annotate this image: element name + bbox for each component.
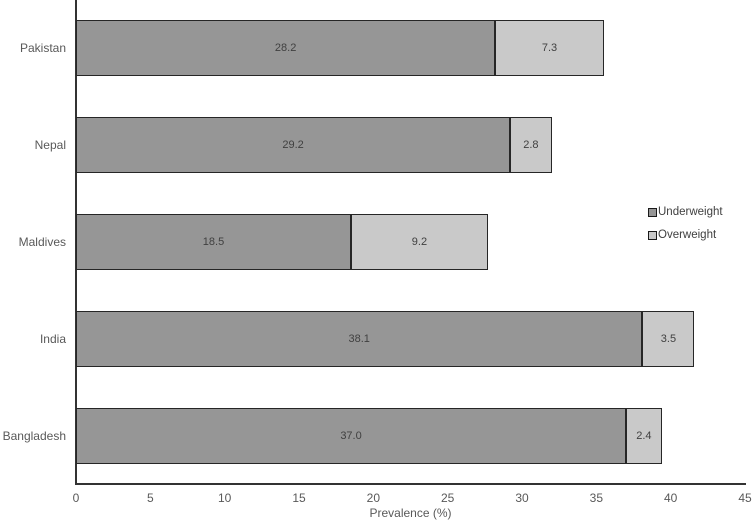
bar-segment-underweight: 18.5 bbox=[76, 214, 352, 270]
bar-segment-overweight: 3.5 bbox=[642, 311, 695, 367]
value-label: 18.5 bbox=[202, 236, 225, 248]
value-label: 7.3 bbox=[541, 42, 558, 54]
category-label: India bbox=[39, 331, 66, 346]
value-label: 3.5 bbox=[660, 333, 677, 345]
bar-segment-overweight: 9.2 bbox=[351, 214, 488, 270]
legend: Underweight Overweight bbox=[648, 206, 723, 252]
legend-entry-overweight: Overweight bbox=[648, 229, 723, 241]
category-label: Nepal bbox=[34, 138, 66, 153]
legend-label: Overweight bbox=[658, 229, 717, 241]
legend-entry-underweight: Underweight bbox=[648, 206, 723, 218]
bar-segment-underweight: 37.0 bbox=[76, 408, 627, 464]
x-axis-title: Prevalence (%) bbox=[369, 506, 452, 520]
bar-segment-underweight: 38.1 bbox=[76, 311, 643, 367]
legend-label: Underweight bbox=[658, 206, 723, 218]
bar-segment-overweight: 2.8 bbox=[510, 117, 552, 173]
value-label: 37.0 bbox=[340, 430, 362, 442]
bar-segment-underweight: 28.2 bbox=[76, 20, 496, 76]
value-label: 9.2 bbox=[411, 236, 428, 248]
x-tick-label: 30 bbox=[515, 491, 529, 505]
value-label: 2.4 bbox=[636, 430, 652, 442]
bar-segment-overweight: 2.4 bbox=[626, 408, 662, 464]
category-label: Maldives bbox=[18, 235, 66, 249]
value-label: 28.2 bbox=[274, 42, 297, 54]
x-tick-label: 35 bbox=[589, 491, 603, 505]
x-tick-label: 25 bbox=[440, 491, 455, 505]
x-tick-label: 40 bbox=[663, 491, 678, 505]
x-tick-label: 15 bbox=[292, 491, 306, 505]
value-label: 38.1 bbox=[348, 333, 370, 345]
x-tick-label: 0 bbox=[72, 491, 80, 505]
x-tick-label: 5 bbox=[146, 491, 154, 505]
value-label: 2.8 bbox=[523, 139, 539, 151]
x-tick-label: 20 bbox=[366, 491, 380, 505]
legend-marker-icon bbox=[648, 207, 657, 217]
category-label: Pakistan bbox=[19, 41, 66, 56]
bar-segment-overweight: 7.3 bbox=[495, 20, 604, 76]
x-axis-line bbox=[75, 483, 746, 485]
x-tick-label: 10 bbox=[217, 491, 232, 505]
category-label: Bangladesh bbox=[2, 428, 66, 443]
x-tick-label: 45 bbox=[738, 491, 752, 505]
legend-marker-icon bbox=[648, 230, 657, 240]
value-label: 29.2 bbox=[282, 139, 304, 151]
bar-segment-underweight: 29.2 bbox=[76, 117, 511, 173]
